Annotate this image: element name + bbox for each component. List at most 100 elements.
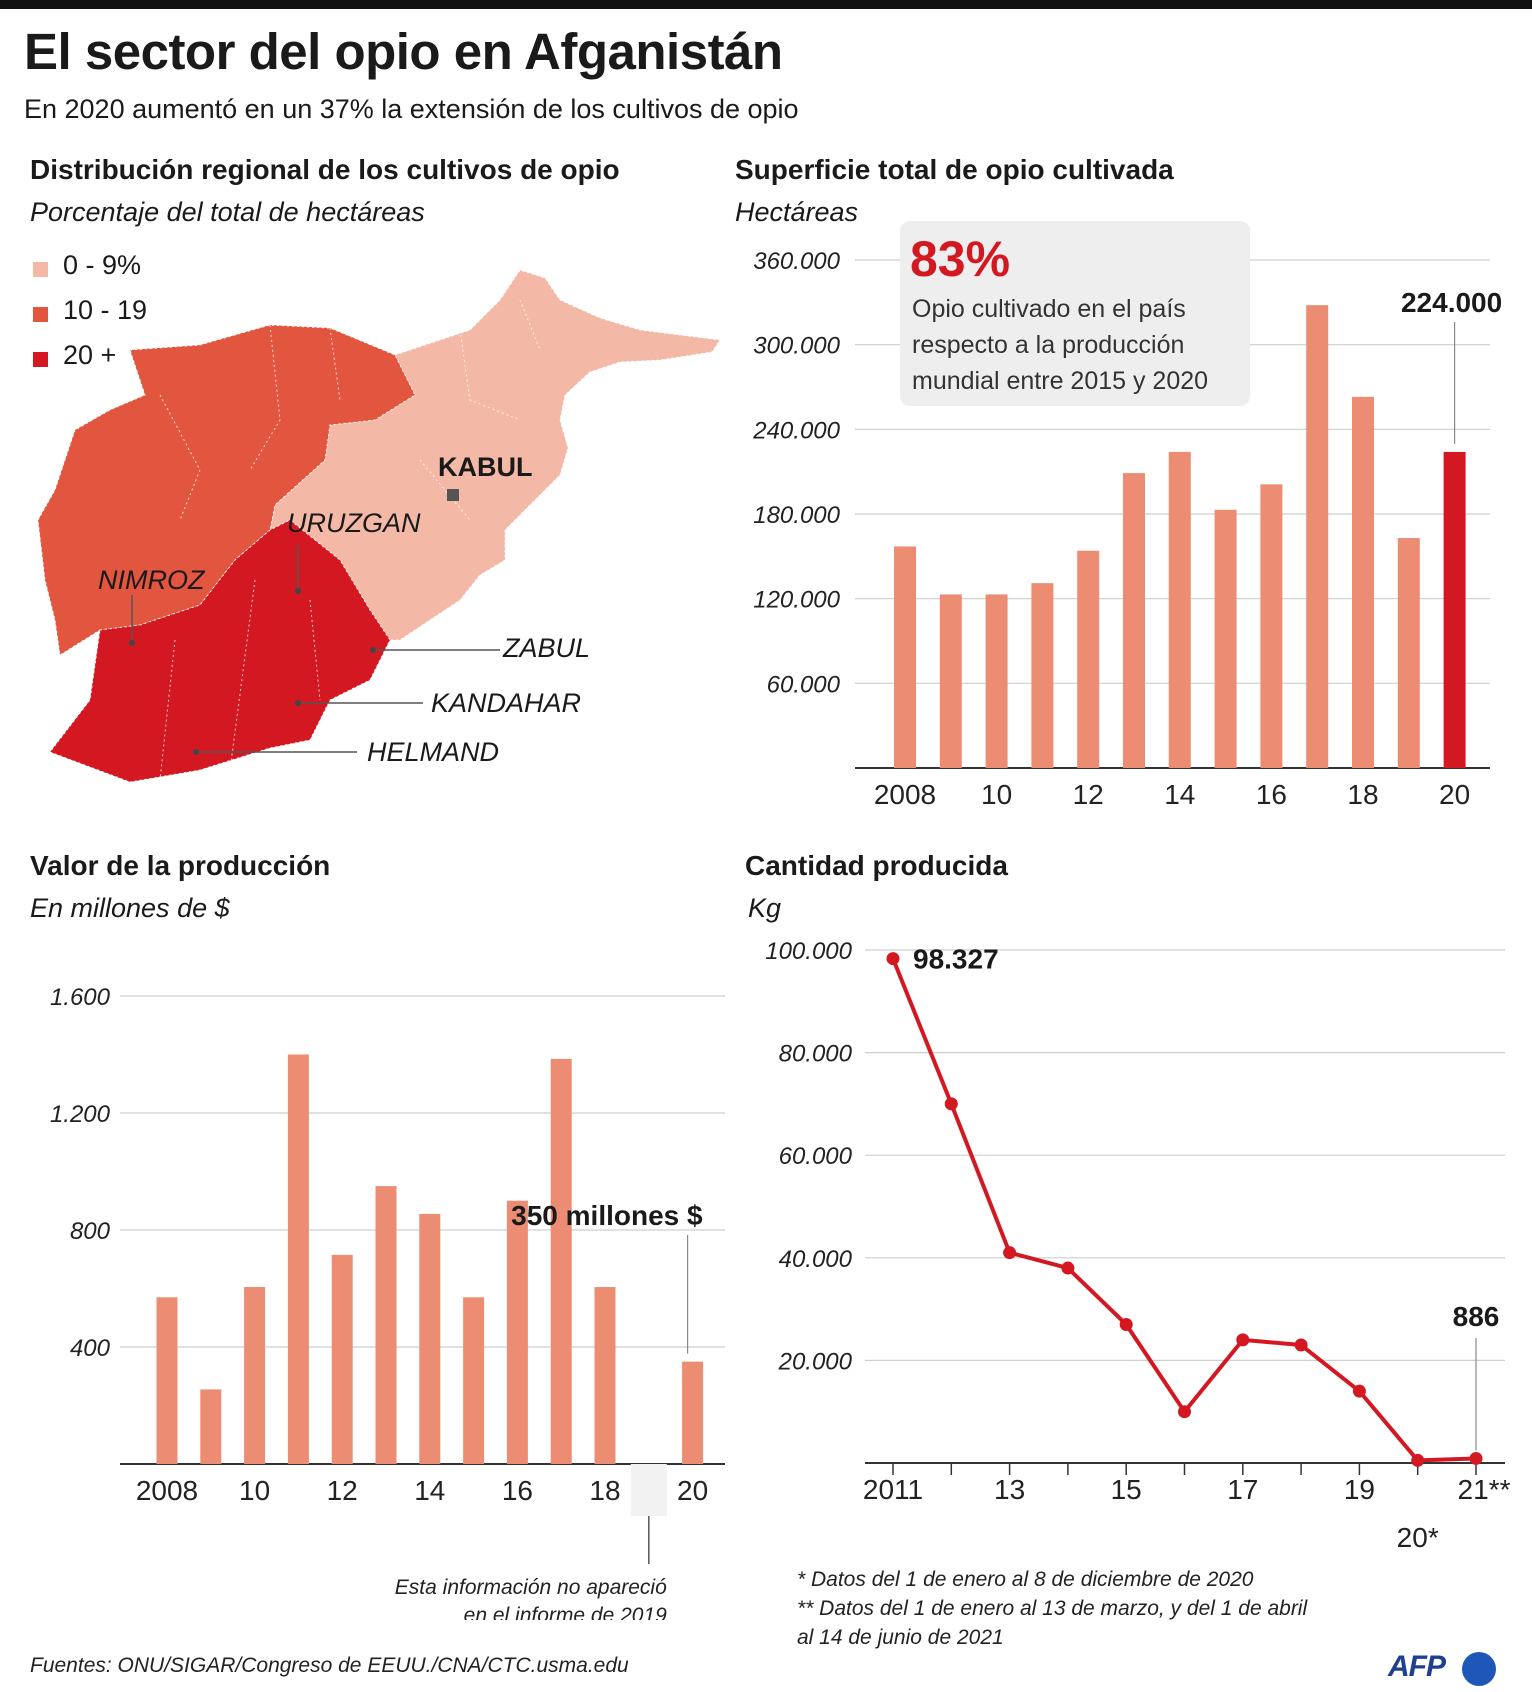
area-bar-2013 [1123, 473, 1145, 768]
qty-y-tick: 100.000 [765, 938, 852, 965]
value-x-tick: 20 [677, 1475, 708, 1506]
afp-logo-icon [1462, 1652, 1496, 1686]
area-y-tick: 120.000 [753, 587, 840, 614]
area-x-tick: 14 [1164, 779, 1195, 810]
value-x-tick: 16 [502, 1475, 533, 1506]
map-label-kabul: KABUL [438, 452, 533, 482]
map-label-zabul: ZABUL [503, 633, 591, 663]
area-x-tick: 10 [981, 779, 1012, 810]
qty-x-tick: 13 [994, 1474, 1025, 1505]
value-bar-2017 [550, 1058, 572, 1464]
value-missing-note-1: Esta información no apareció [395, 1576, 667, 1599]
qty-point-2020 [1411, 1453, 1425, 1467]
area-bar-2012 [1077, 550, 1100, 768]
value-chart-title: Valor de la producción [30, 850, 331, 881]
area-x-tick: 12 [1073, 779, 1104, 810]
area-bar-2015 [1214, 509, 1237, 768]
kabul-marker [447, 489, 459, 501]
qty-point-2018 [1294, 1338, 1308, 1352]
qty-y-tick: 80.000 [779, 1041, 853, 1068]
value-bar-2013 [375, 1186, 397, 1464]
map-region-high [49, 519, 391, 783]
qty-x-tick: 15 [1111, 1474, 1142, 1505]
qty-point-2015 [1119, 1317, 1133, 1331]
footnote-2: ** Datos del 1 de enero al 13 de marzo, … [797, 1597, 1308, 1620]
value-chart-ylabel: En millones de $ [30, 893, 230, 923]
value-y-tick: 400 [70, 1335, 111, 1362]
qty-x-tick: 17 [1227, 1474, 1258, 1505]
qty-x-tick: 2011 [863, 1474, 923, 1505]
area-bar-2014 [1168, 451, 1191, 768]
area-bar-2016 [1260, 484, 1283, 768]
area-bar-2008 [894, 546, 916, 768]
value-y-tick: 1.200 [50, 1101, 111, 1128]
value-bar-2012 [331, 1254, 353, 1464]
area-chart-title: Superficie total de opio cultivada [735, 154, 1174, 185]
area-bar-2020 [1443, 451, 1466, 768]
value-bar-2018 [594, 1287, 616, 1464]
qty-point-2013 [1003, 1246, 1017, 1260]
top-rule [0, 0, 1532, 9]
quantity-chart-title: Cantidad producida [745, 850, 1008, 881]
value-y-tick: 800 [70, 1218, 111, 1245]
map-label-nimroz: NIMROZ [98, 565, 205, 595]
qty-point-2014 [1061, 1261, 1075, 1275]
area-bar-2011 [1031, 583, 1054, 768]
value-x-tick: 2008 [136, 1475, 198, 1506]
page-subtitle: En 2020 aumentó en un 37% la extensión d… [24, 94, 799, 124]
value-x-tick: 10 [239, 1475, 270, 1506]
callout-box [900, 221, 1250, 406]
qty-point-2019 [1352, 1384, 1366, 1398]
qty-point-2016 [1178, 1405, 1191, 1419]
value-x-tick: 12 [327, 1475, 358, 1506]
qty-y-tick: 40.000 [779, 1246, 853, 1273]
value-bar-2015 [463, 1297, 485, 1464]
quantity-line-chart: 20.000 40.000 60.000 80.000 100.000 2011 13 15 1… [765, 938, 1510, 1550]
area-y-tick: 240.000 [752, 417, 840, 444]
map-title: Distribución regional de los cultivos de… [30, 154, 620, 185]
area-y-tick: 300.000 [753, 333, 840, 360]
qty-x-tick: 20* [1397, 1522, 1439, 1550]
value-bar-chart: 400 800 1.200 1.600 Esta información no apar… [50, 984, 725, 1620]
value-highlight-label: 350 millones $ [511, 1200, 703, 1231]
callout-line-2: respecto a la producción [912, 331, 1185, 359]
map-region-low [269, 269, 721, 641]
qty-point-2017 [1236, 1333, 1250, 1347]
quantity-chart-ylabel: Kg [748, 893, 782, 923]
value-missing-2019 [630, 1464, 667, 1516]
value-y-tick: 1.600 [50, 984, 111, 1011]
value-missing-note-2: en el informe de 2019 [464, 1604, 667, 1620]
qty-point-2012 [944, 1097, 958, 1111]
value-bar-2016 [506, 1200, 528, 1464]
page-title: El sector del opio en Afganistán [24, 23, 783, 80]
area-y-tick: 60.000 [767, 671, 841, 698]
area-bar-2010 [985, 594, 1008, 768]
value-bar-2014 [419, 1213, 441, 1464]
legend-swatch-high [33, 352, 48, 367]
value-bar-2008 [156, 1297, 178, 1464]
value-bar-2010 [244, 1287, 266, 1464]
area-bar-2017 [1306, 305, 1329, 768]
qty-y-tick: 60.000 [779, 1143, 853, 1170]
qty-point-2021 [1469, 1451, 1483, 1465]
area-bar-2018 [1352, 396, 1374, 768]
value-x-tick: 18 [589, 1475, 620, 1506]
footnote-1: * Datos del 1 de enero al 8 de diciembre… [797, 1568, 1254, 1591]
afghanistan-map [37, 269, 721, 783]
source-note: Fuentes: ONU/SIGAR/Congreso de EEUU./CNA… [30, 1654, 629, 1677]
value-bar-2009 [200, 1389, 222, 1464]
map-label-helmand: HELMAND [367, 737, 500, 767]
afp-logo-text: AFP [1388, 1650, 1446, 1683]
value-bar-2011 [287, 1054, 309, 1464]
legend-swatch-low [33, 262, 48, 277]
area-bar-2019 [1397, 537, 1420, 768]
qty-y-tick: 20.000 [778, 1348, 853, 1375]
area-x-tick: 20 [1439, 779, 1470, 810]
area-chart-ylabel: Hectáreas [735, 197, 859, 227]
area-x-tick: 16 [1256, 779, 1287, 810]
callout-line-1: Opio cultivado en el país [912, 295, 1186, 323]
legend-label-low: 0 - 9% [63, 250, 142, 280]
qty-last-label: 886 [1453, 1301, 1500, 1332]
area-bar-chart: 60.000 120.000 180.000 240.000 300.000 360.00… [752, 248, 1502, 810]
qty-x-tick: 19 [1344, 1474, 1375, 1505]
